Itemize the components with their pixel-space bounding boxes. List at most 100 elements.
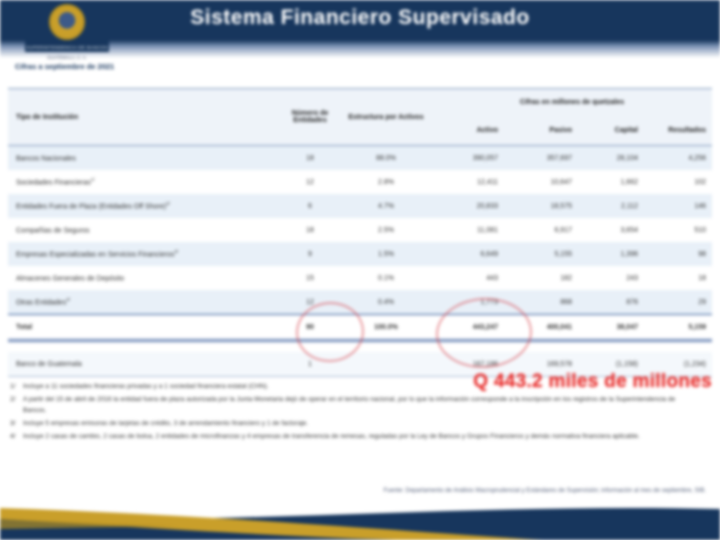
cell-capital: 3,654 xyxy=(620,226,638,234)
cell-pasivo: 357,697 xyxy=(546,154,572,162)
footnote: 4/ Incluye 2 casas de cambio, 2 casas de… xyxy=(10,431,710,442)
table-banguat-row: Banco de Guatemala 1 167,186 169,578 (1,… xyxy=(8,352,712,377)
cell-activo: 443 xyxy=(486,274,498,282)
row-label: Almacenes Generales de Depósito xyxy=(16,275,125,283)
footnote-text: A partir del 15 de abril de 2016 la enti… xyxy=(23,396,676,414)
table-row: Sociedades Financieras1/ 12 2.8% 12,411 … xyxy=(8,170,712,194)
cell-estructura: 1.5% xyxy=(378,250,394,258)
cell-resultados: 98 xyxy=(698,250,706,258)
total-capital: 38,047 xyxy=(616,323,638,331)
cell-capital: 1,662 xyxy=(620,178,638,186)
cell-pasivo: 6,917 xyxy=(554,226,572,234)
cell-pasivo: 10,647 xyxy=(550,178,572,186)
col-header-pasivo: Pasivo xyxy=(549,126,572,134)
table-row: Empresas Especializadas en Servicios Fin… xyxy=(8,242,712,266)
sib-seal-icon xyxy=(49,4,85,40)
logo-caption: SUPERINTENDENCIA DE BANCOS xyxy=(26,45,108,50)
table-header: Tipo de Institución Número de Entidades … xyxy=(8,88,712,146)
cell-pasivo: 182 xyxy=(560,274,572,282)
cell-resultados: 146 xyxy=(694,202,706,210)
total-resultados: 5,159 xyxy=(688,323,706,331)
table-total-row: Total 90 100.0% 443,247 400,041 38,047 5… xyxy=(8,314,712,342)
cell-estructura: 2.8% xyxy=(378,178,394,186)
col-header-tipo: Tipo de Institución xyxy=(16,113,79,121)
cell-entidades: 18 xyxy=(306,154,314,162)
row-label: Entidades Fuera de Plaza (Entidades Off … xyxy=(16,203,167,211)
source-line: Fuente: Departamento de Análisis Macropr… xyxy=(383,488,707,494)
banguat-resultados: (1,234) xyxy=(683,360,706,368)
banguat-entidades: 1 xyxy=(308,360,312,368)
cell-capital: 2,112 xyxy=(621,202,638,210)
banguat-capital: (1,158) xyxy=(615,360,638,368)
footnote-marker: 4/ xyxy=(10,433,16,440)
cell-entidades: 6 xyxy=(308,202,312,210)
footnote-ref: 4/ xyxy=(66,297,70,303)
footnote: 1/ Incluye a 11 sociedades financieras p… xyxy=(10,381,710,392)
footnote-marker: 2/ xyxy=(10,396,16,403)
total-pasivo: 400,041 xyxy=(546,323,572,331)
footnote-marker: 3/ xyxy=(10,420,16,427)
cell-resultados: 29 xyxy=(698,298,706,306)
footnote-marker: 1/ xyxy=(10,383,16,390)
page-title: Sistema Financiero Supervisado xyxy=(190,6,530,29)
table-row: Entidades Fuera de Plaza (Entidades Off … xyxy=(8,194,712,218)
cell-entidades: 15 xyxy=(306,274,314,282)
total-estructura: 100.0% xyxy=(374,323,398,331)
total-entidades: 90 xyxy=(306,323,314,331)
cell-estructura: 0.4% xyxy=(378,298,394,306)
cell-resultados: 102 xyxy=(694,178,706,186)
row-label: Sociedades Financieras xyxy=(16,179,91,187)
row-label: Compañías de Seguros xyxy=(16,227,90,235)
footer-swoosh xyxy=(0,507,720,540)
col-header-activo: Activo xyxy=(476,126,498,134)
banguat-label: Banco de Guatemala xyxy=(16,360,82,368)
cell-capital: 243 xyxy=(626,274,638,282)
cell-pasivo: 5,155 xyxy=(554,250,572,258)
cell-activo: 6,649 xyxy=(480,250,498,258)
footnote: 3/ Incluye 5 empresas emisoras de tarjet… xyxy=(10,418,710,429)
footnote-ref: 3/ xyxy=(174,249,179,255)
footnote-text: Incluye a 11 sociedades financieras priv… xyxy=(23,383,269,390)
cell-estructura: 2.5% xyxy=(378,226,394,234)
footnote: 2/ A partir del 15 de abril de 2016 la e… xyxy=(10,394,710,416)
table-row: Compañías de Seguros 18 2.5% 11,081 6,91… xyxy=(8,218,712,242)
col-group-title: Cifras en millones de quetzales xyxy=(519,98,625,106)
cell-entidades: 12 xyxy=(306,178,314,186)
cell-entidades: 9 xyxy=(308,250,312,258)
cell-activo: 20,833 xyxy=(476,202,498,210)
cell-capital: 876 xyxy=(626,298,638,306)
total-activo: 443,247 xyxy=(472,323,498,331)
cell-activo: 1,773 xyxy=(480,298,498,306)
cell-estructura: 4.7% xyxy=(378,202,394,210)
footnote-text: Incluye 2 casas de cambio, 2 casas de bo… xyxy=(23,433,640,440)
total-label: Total xyxy=(16,323,33,331)
footnotes: 1/ Incluye a 11 sociedades financieras p… xyxy=(10,381,710,444)
row-label: Bancos Nacionales xyxy=(16,155,76,163)
cell-entidades: 12 xyxy=(306,298,314,306)
row-label: Otras Entidades xyxy=(16,299,67,307)
cell-activo: 390,057 xyxy=(472,154,498,162)
table-row: Almacenes Generales de Depósito 15 0.1% … xyxy=(8,266,712,290)
cell-capital: 28,104 xyxy=(616,154,638,162)
row-label: Empresas Especializadas en Servicios Fin… xyxy=(16,251,175,259)
cell-pasivo: 18,575 xyxy=(550,202,572,210)
banguat-activo: 167,186 xyxy=(472,360,498,368)
col-header-estructura: Estructura por Activos xyxy=(348,113,424,121)
cell-capital: 1,396 xyxy=(620,250,638,258)
col-group-quetzales: Cifras en millones de quetzales Activo P… xyxy=(432,89,712,145)
table-row: Otras Entidades4/ 12 0.4% 1,773 868 876 … xyxy=(8,290,712,314)
cell-entidades: 18 xyxy=(306,226,314,234)
header-band xyxy=(0,0,720,40)
table-row: Bancos Nacionales 18 88.0% 390,057 357,6… xyxy=(8,146,712,170)
footnote-ref: 1/ xyxy=(90,177,95,183)
cell-activo: 12,411 xyxy=(477,178,498,186)
cell-resultados: 4,256 xyxy=(688,154,706,162)
banguat-pasivo: 169,578 xyxy=(546,360,572,368)
col-header-resultados: Resultados xyxy=(668,126,706,134)
header-fade xyxy=(0,40,720,58)
financial-table: Tipo de Institución Número de Entidades … xyxy=(8,88,712,377)
slide-subtitle: Cifras a septiembre de 2021 xyxy=(15,62,115,71)
logo-caption-country: GUATEMALA, C. A. xyxy=(47,55,87,60)
cell-resultados: 18 xyxy=(698,274,706,282)
